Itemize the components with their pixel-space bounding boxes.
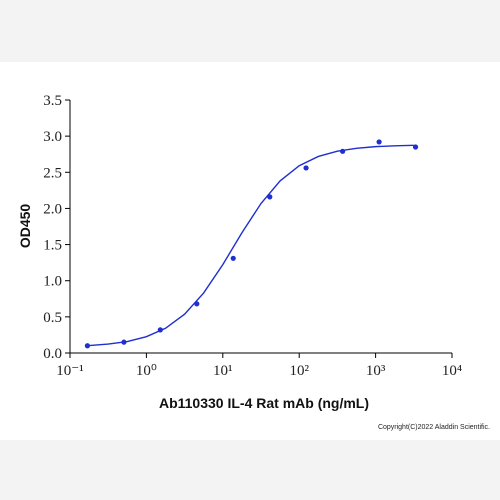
y-tick-label: 0.0: [43, 346, 62, 362]
data-point: [303, 165, 309, 171]
y-tick-label: 1.5: [43, 238, 62, 254]
x-tick-label: 10¹: [213, 363, 233, 379]
copyright: Copyright(C)2022 Aladdin Scientific.: [378, 424, 490, 431]
x-axis-label: Ab110330 IL-4 Rat mAb (ng/mL): [159, 395, 369, 411]
panel: [0, 62, 500, 440]
fit-curve: [89, 144, 414, 347]
data-point: [84, 343, 91, 349]
y-tick-label: 0.5: [43, 310, 62, 326]
y-tick-label: 2.5: [43, 165, 62, 181]
x-tick-label: 10³: [366, 363, 386, 379]
data-point: [412, 144, 419, 150]
y-tick-label: 1.0: [43, 274, 62, 290]
y-tick-label: 2.0: [43, 201, 62, 217]
data-point: [376, 139, 382, 145]
y-tick-label: 3.0: [43, 129, 62, 145]
data-point: [230, 255, 236, 261]
y-axis-label: OD450: [17, 204, 33, 249]
x-tick-label: 10²: [289, 363, 309, 379]
y-tick-label: 3.5: [43, 93, 62, 109]
x-tick-label: 10⁻¹: [56, 363, 83, 379]
x-tick-label: 10⁰: [136, 363, 157, 379]
x-tick-label: 10⁴: [442, 363, 462, 379]
